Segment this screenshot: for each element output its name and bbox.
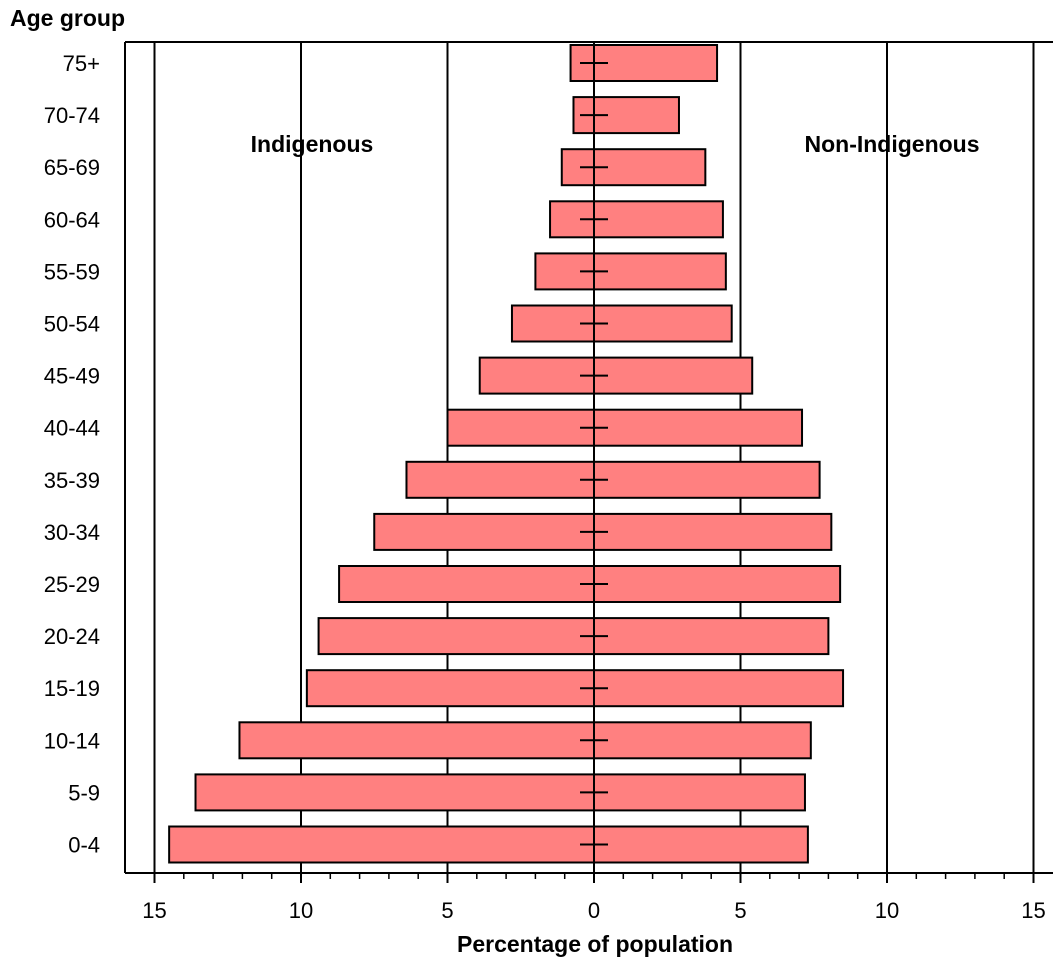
bar-indigenous-5-9	[194, 773, 596, 812]
category-label: 60-64	[44, 207, 100, 232]
bar-non-indigenous-70-74	[593, 96, 680, 135]
bars	[168, 44, 845, 864]
category-label: 45-49	[44, 364, 100, 389]
bar-non-indigenous-15-19	[593, 669, 845, 708]
x-tick-label: 0	[588, 898, 600, 923]
bar-non-indigenous-25-29	[593, 565, 842, 603]
series-label-non-indigenous: Non-Indigenous	[804, 131, 979, 157]
x-tick-label: 10	[289, 898, 313, 923]
y-axis-title: Age group	[10, 5, 125, 31]
bar-non-indigenous-65-69	[593, 148, 707, 187]
bar-non-indigenous-20-24	[593, 617, 830, 656]
labels: 0-4 5-9 10-14 15-19 20-24 25-29 30-34 35-39 40-4…	[44, 51, 1046, 923]
bar-non-indigenous-75+	[593, 44, 719, 82]
category-label: 70-74	[44, 103, 100, 128]
bar-non-indigenous-10-14	[593, 721, 812, 760]
bar-non-indigenous-45-49	[593, 356, 754, 395]
x-tick-label: 15	[142, 898, 166, 923]
grid-lines	[124, 41, 1053, 874]
bar-indigenous-25-29	[338, 565, 595, 603]
bar-indigenous-40-44	[446, 408, 595, 447]
category-label: 25-29	[44, 572, 100, 597]
bar-indigenous-45-49	[478, 356, 596, 395]
ticks	[153, 873, 1035, 883]
category-label: 50-54	[44, 312, 100, 337]
category-label: 10-14	[44, 728, 100, 753]
category-label: 75+	[63, 51, 100, 76]
bar-indigenous-10-14	[238, 721, 595, 760]
category-label: 35-39	[44, 468, 100, 493]
category-label: 65-69	[44, 155, 100, 180]
x-tick-label: 5	[734, 898, 746, 923]
bar-indigenous-15-19	[305, 669, 595, 708]
bar-indigenous-0-4	[168, 825, 595, 864]
series-label-indigenous: Indigenous	[251, 131, 374, 157]
category-label: 15-19	[44, 676, 100, 701]
bar-non-indigenous-60-64	[593, 200, 724, 239]
category-label: 5-9	[68, 780, 100, 805]
bar-indigenous-20-24	[317, 617, 595, 656]
x-tick-label: 5	[441, 898, 453, 923]
category-label: 55-59	[44, 259, 100, 284]
bar-non-indigenous-40-44	[593, 408, 804, 447]
x-tick-label: 15	[1021, 898, 1045, 923]
bar-indigenous-30-34	[373, 512, 595, 551]
bar-non-indigenous-50-54	[593, 304, 733, 343]
category-label: 40-44	[44, 416, 100, 441]
bar-non-indigenous-55-59	[593, 252, 727, 291]
center-axis	[580, 42, 608, 873]
x-axis-title: Percentage of population	[457, 931, 733, 957]
bar-non-indigenous-35-39	[593, 460, 821, 499]
bar-indigenous-35-39	[405, 460, 596, 499]
x-tick-label: 10	[875, 898, 899, 923]
category-label: 20-24	[44, 624, 100, 649]
bar-non-indigenous-0-4	[593, 825, 809, 864]
category-label: 0-4	[68, 833, 100, 858]
category-label: 30-34	[44, 520, 100, 545]
bar-non-indigenous-30-34	[593, 512, 833, 551]
bar-non-indigenous-5-9	[593, 773, 806, 812]
